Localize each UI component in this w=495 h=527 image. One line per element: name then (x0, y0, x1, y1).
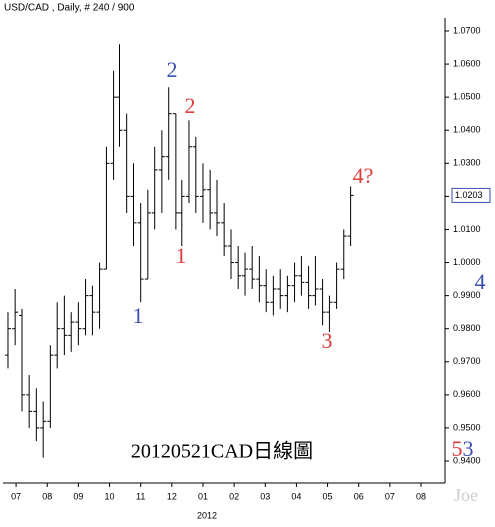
annotation: 3 (463, 436, 474, 461)
y-tick-label: 1.0700 (453, 25, 481, 35)
y-tick-label: 0.9700 (453, 356, 481, 366)
x-tick-label: 11 (136, 491, 145, 501)
caption: 20120521CAD日線圖 (131, 440, 313, 463)
annotation: 5 (452, 436, 463, 461)
x-tick-label: 12 (167, 491, 177, 501)
y-tick-label: 1.0100 (453, 224, 481, 234)
x-tick-label: 01 (198, 491, 208, 501)
annotation: 2 (185, 93, 196, 118)
y-tick-label: 0.9900 (453, 290, 481, 300)
x-tick-label: 07 (11, 491, 21, 501)
annotation: 4? (353, 163, 374, 188)
x-tick-label: 07 (385, 491, 395, 501)
y-tick-label: 1.0500 (453, 92, 481, 102)
x-tick-label: 06 (354, 491, 364, 501)
x-tick-label: 10 (105, 491, 115, 501)
last-price-label: 1.0203 (455, 190, 483, 200)
y-tick-label: 1.0000 (453, 257, 481, 267)
annotation: 2 (167, 57, 178, 82)
annotation: 1 (176, 243, 187, 268)
y-tick-label: 1.0600 (453, 58, 481, 68)
last-price-box (451, 187, 491, 203)
x-tick-label: 09 (73, 491, 83, 501)
x-tick-label: 04 (291, 491, 301, 501)
year-label: 2012 (197, 510, 217, 520)
x-tick-label: 08 (42, 491, 52, 501)
chart-title: USD/CAD , Daily, # 240 / 900 (4, 3, 135, 14)
y-tick-label: 0.9500 (453, 422, 481, 432)
y-tick-label: 0.9600 (453, 389, 481, 399)
x-tick-label: 05 (323, 491, 333, 501)
x-tick-label: 03 (260, 491, 270, 501)
x-tick-label: 02 (229, 491, 239, 501)
annotation: 3 (322, 328, 333, 353)
y-tick-label: 1.0300 (453, 158, 481, 168)
annotation: 4 (475, 269, 486, 294)
y-tick-label: 0.9400 (453, 455, 481, 465)
watermark: Joe (454, 485, 478, 505)
x-tick-label: 08 (416, 491, 426, 501)
annotation: 1 (133, 303, 144, 328)
y-tick-label: 0.9800 (453, 323, 481, 333)
y-tick-label: 1.0400 (453, 125, 481, 135)
